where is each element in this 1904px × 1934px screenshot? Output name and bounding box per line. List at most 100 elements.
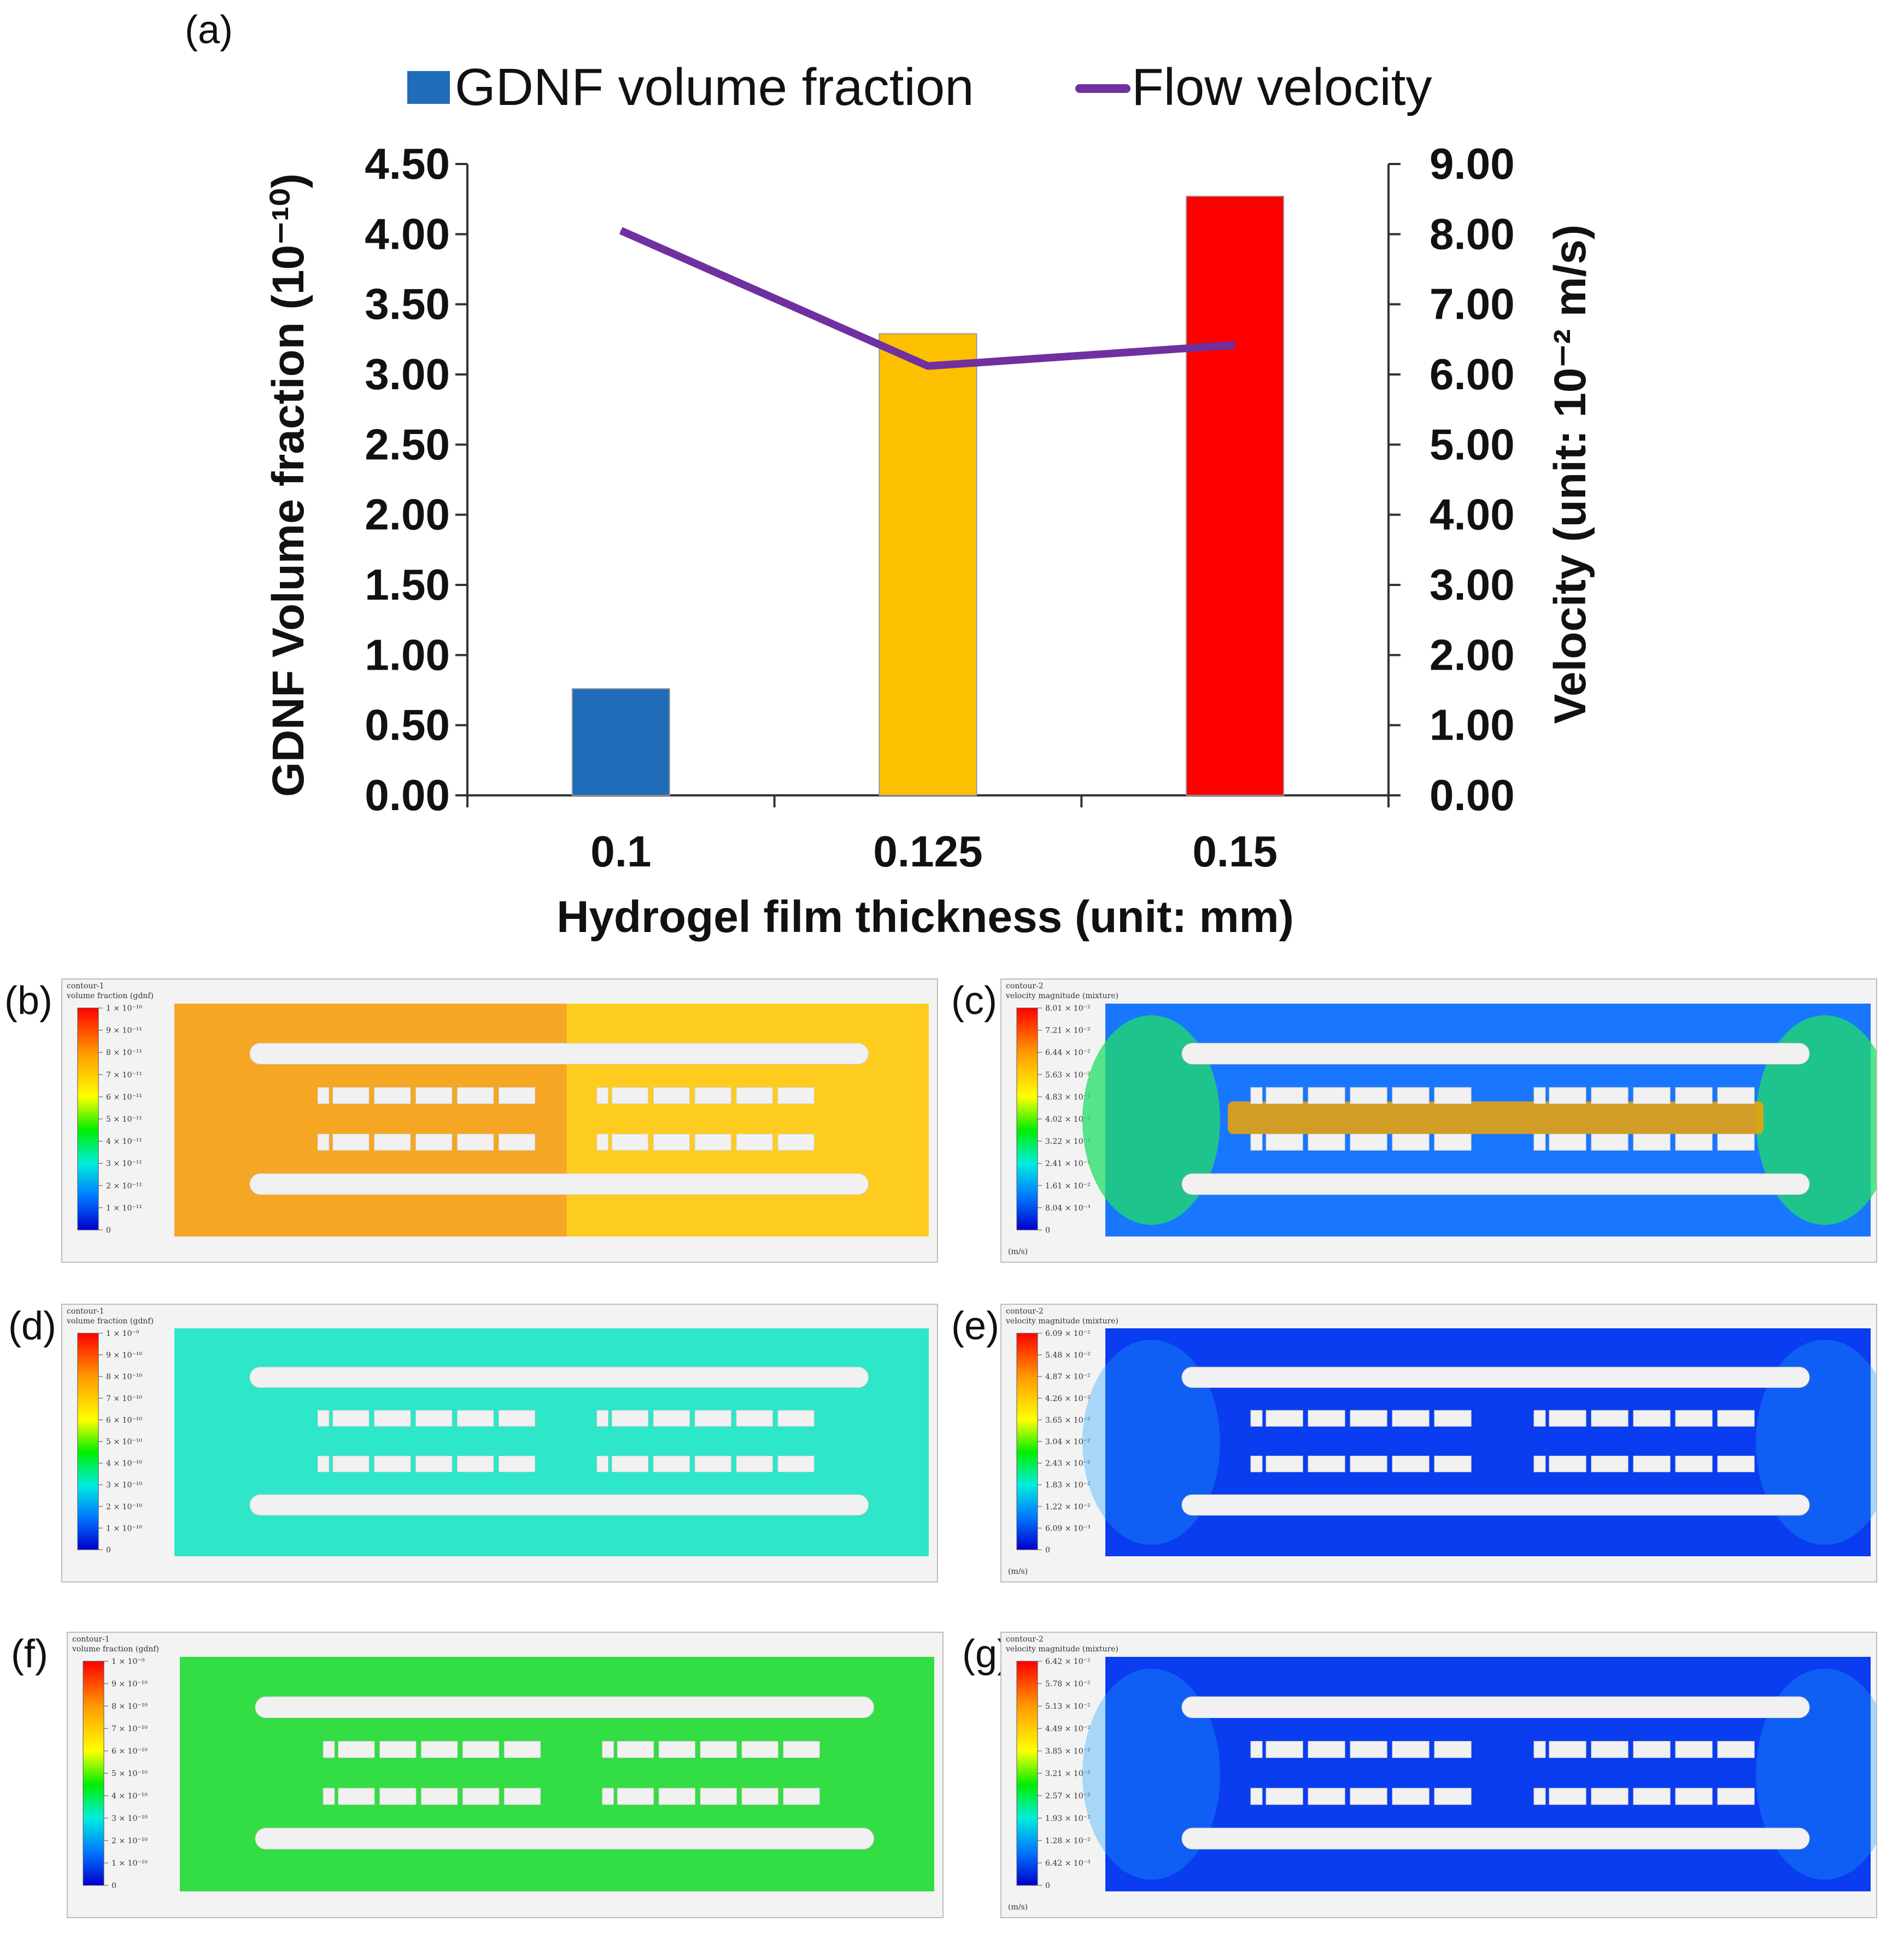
micro-pillar (700, 1740, 737, 1758)
micro-pillar (374, 1134, 411, 1151)
contour-panel-f: contour-1 volume fraction (gdnf) 1 × 10⁻⁹ 9… (67, 1632, 944, 1918)
channel-rail (249, 1367, 869, 1388)
colorbar-tick-label: 3.22 × 10⁻² (1045, 1138, 1091, 1146)
y-axis-right-title: Velocity (unit: 10⁻² m/s) (1545, 225, 1595, 724)
colorbar-tick-label: 9 × 10⁻¹⁰ (112, 1680, 148, 1689)
micro-pillar (783, 1740, 820, 1758)
contour-panel-c: contour-2 velocity magnitude (mixture) 8.0… (1000, 978, 1877, 1263)
x-axis-title: Hydrogel film thickness (unit: mm) (556, 892, 1294, 942)
channel-rail (1181, 1696, 1810, 1719)
micro-pillar (1675, 1087, 1713, 1104)
micro-pillar (1392, 1410, 1430, 1427)
panel-label-f: (f) (11, 1632, 48, 1676)
colorbar-tick-label: 1.28 × 10⁻² (1045, 1837, 1091, 1845)
contour-subtitle: velocity magnitude (mixture) (1005, 1317, 1118, 1326)
right-tick-label: 6.00 (1430, 350, 1515, 398)
left-tick-label: 0.50 (365, 701, 450, 749)
micro-pillar (1266, 1087, 1303, 1104)
micro-pillar (1549, 1410, 1586, 1427)
micro-pillar (1675, 1456, 1713, 1473)
micro-pillar (421, 1740, 458, 1758)
right-tick-label: 4.00 (1430, 490, 1515, 539)
contour-panel-b: contour-1 volume fraction (gdnf) 1 × 10⁻¹⁰… (61, 978, 938, 1263)
micro-pillar (1717, 1410, 1755, 1427)
micro-pillar (1675, 1740, 1713, 1758)
micro-pillar (332, 1456, 370, 1473)
micro-pillar (1250, 1410, 1263, 1427)
micro-pillar (415, 1087, 453, 1104)
micro-pillar (602, 1740, 614, 1758)
micro-pillar (374, 1410, 411, 1427)
colorbar (77, 1007, 99, 1230)
colorbar-tick-label: 4.26 × 10⁻² (1045, 1394, 1091, 1403)
contour-title: contour-1 (67, 982, 104, 991)
concentration-gradient (566, 1004, 929, 1236)
legend-bar-label: GDNF volume fraction (455, 58, 974, 116)
colorbar-tick-label: 3.65 × 10⁻² (1045, 1416, 1091, 1425)
micro-pillar (1266, 1788, 1303, 1805)
micro-pillar (338, 1740, 375, 1758)
channel-rail (249, 1494, 869, 1516)
colorbar-tick-label: 2.43 × 10⁻² (1045, 1460, 1091, 1468)
colorbar-tick-label: 4.02 × 10⁻² (1045, 1115, 1091, 1124)
micro-pillar (611, 1456, 649, 1473)
colorbar-tick-label: 8.01 × 10⁻² (1045, 1004, 1091, 1013)
right-tick-label: 3.00 (1430, 560, 1515, 609)
micro-pillar (617, 1740, 654, 1758)
micro-pillar (1633, 1788, 1671, 1805)
colorbar-unit: (m/s) (1008, 1247, 1028, 1256)
micro-pillar (332, 1410, 370, 1427)
micro-pillar (332, 1134, 370, 1151)
legend-line-label: Flow velocity (1132, 58, 1432, 116)
contour-subtitle: velocity magnitude (mixture) (1005, 1645, 1118, 1654)
left-tick-label: 4.50 (365, 139, 450, 188)
left-tick-label: 0.00 (365, 771, 450, 819)
colorbar-tick-label: 4 × 10⁻¹⁰ (106, 1460, 142, 1468)
micro-pillar (741, 1788, 778, 1805)
micro-pillar (379, 1788, 417, 1805)
micro-pillar (1633, 1087, 1671, 1104)
colorbar-tick-label: 9 × 10⁻¹⁰ (106, 1351, 142, 1360)
colorbar-tick-label: 0 (112, 1882, 116, 1890)
micro-pillar (1308, 1410, 1345, 1427)
right-tick-label: 1.00 (1430, 701, 1515, 749)
contour-title: contour-2 (1006, 1635, 1044, 1644)
left-tick-label: 2.50 (365, 420, 450, 468)
colorbar-tick-label: 1.61 × 10⁻² (1045, 1182, 1091, 1191)
left-tick-label: 3.00 (365, 350, 450, 398)
contour-subtitle: velocity magnitude (mixture) (1005, 992, 1118, 1000)
colorbar-tick-label: 0 (106, 1546, 111, 1555)
colorbar-tick-label: 5 × 10⁻¹¹ (106, 1115, 142, 1124)
colorbar-tick-label: 1 × 10⁻¹⁰ (106, 1524, 142, 1533)
micro-pillar (1533, 1087, 1546, 1104)
channel-rail (255, 1696, 875, 1719)
colorbar-tick-label: 1 × 10⁻⁹ (106, 1329, 139, 1338)
micro-pillar (1392, 1740, 1430, 1758)
micro-pillar (457, 1134, 494, 1151)
bar-0.125 (878, 333, 977, 796)
micro-pillar (1533, 1788, 1546, 1805)
micro-pillar (1549, 1788, 1586, 1805)
micro-pillar (694, 1087, 731, 1104)
micro-pillar (1266, 1410, 1303, 1427)
channel-rail (249, 1042, 869, 1065)
x-tick-label: 0.125 (873, 827, 982, 876)
colorbar-tick-label: 7 × 10⁻¹¹ (106, 1071, 142, 1080)
micro-pillar (1533, 1410, 1546, 1427)
micro-pillar (1434, 1134, 1472, 1151)
colorbar-tick-label: 9 × 10⁻¹¹ (106, 1027, 142, 1035)
micro-pillar (1591, 1134, 1628, 1151)
colorbar-tick-label: 5.13 × 10⁻² (1045, 1702, 1091, 1711)
panel-label-c: (c) (951, 979, 997, 1023)
colorbar-tick-label: 7.21 × 10⁻² (1045, 1027, 1091, 1035)
micro-pillar (602, 1788, 614, 1805)
micro-pillar (1308, 1134, 1345, 1151)
micro-pillar (736, 1410, 773, 1427)
inlet-flow-zone (1082, 1339, 1220, 1545)
micro-pillar (1549, 1087, 1586, 1104)
micro-pillar (694, 1410, 731, 1427)
micro-pillar (498, 1410, 536, 1427)
